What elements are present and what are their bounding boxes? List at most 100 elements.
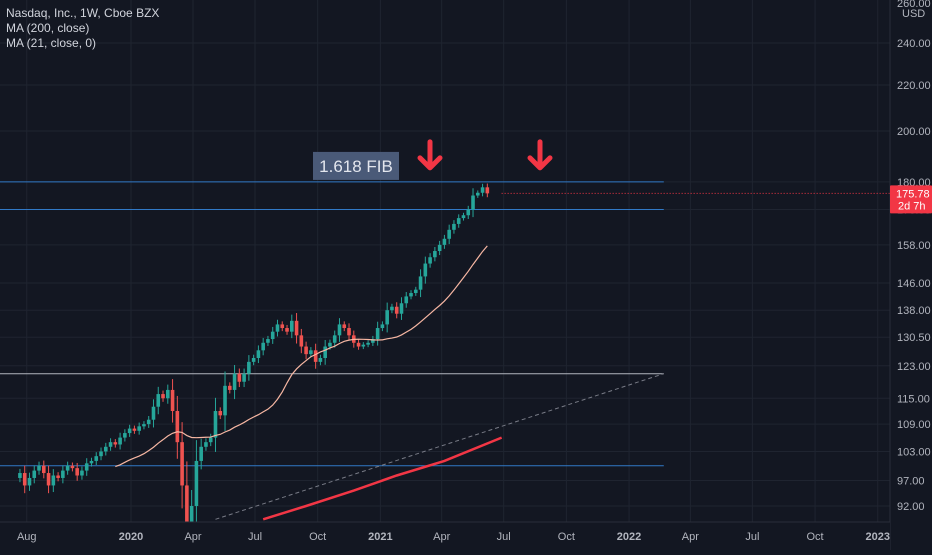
candle <box>132 425 137 434</box>
candle-body <box>347 328 351 336</box>
candle <box>103 442 108 456</box>
candle-body <box>247 361 251 374</box>
legend-ma21[interactable]: MA (21, close, 0) <box>6 36 97 50</box>
time-tick-label: 2022 <box>617 531 641 543</box>
candle <box>480 183 485 197</box>
candle-body <box>75 468 79 476</box>
candle-body <box>108 442 113 447</box>
candle-body <box>204 442 208 447</box>
candle <box>299 328 304 354</box>
time-axis-bg <box>0 522 890 550</box>
candle-body <box>99 451 103 457</box>
price-axis-top-label: 260.00 <box>897 0 931 10</box>
price-tick-label: 109.00 <box>897 419 931 431</box>
candle-body <box>294 320 299 336</box>
candle-body <box>323 346 327 358</box>
candle <box>413 286 418 296</box>
candle-body <box>442 238 447 245</box>
candle <box>108 438 113 451</box>
candle <box>380 321 385 332</box>
candle <box>294 313 299 344</box>
candle <box>461 212 466 221</box>
trend-line <box>215 373 664 520</box>
candle <box>433 247 437 262</box>
candle-body <box>261 342 265 351</box>
legend-symbol[interactable]: Nasdaq, Inc., 1W, Cboe BZX <box>6 6 160 20</box>
candle <box>151 399 156 428</box>
candle-body <box>471 195 475 210</box>
candle <box>46 465 51 494</box>
time-tick-label: Jul <box>497 531 511 543</box>
candle <box>304 341 308 360</box>
candles <box>18 183 490 555</box>
candle-body <box>485 187 490 194</box>
time-tick-label: Jul <box>745 531 759 543</box>
candle-body <box>137 426 141 431</box>
candle <box>323 339 327 365</box>
fib-label: 1.618 FIB <box>319 157 393 176</box>
candle <box>161 390 165 402</box>
candle <box>289 314 294 339</box>
price-tick-label: 130.50 <box>897 332 931 344</box>
down-arrow-icon <box>417 139 443 171</box>
time-tick-label: Jul <box>248 531 262 543</box>
candle <box>84 458 89 476</box>
candle <box>390 303 394 314</box>
candle <box>366 340 370 348</box>
candle-body <box>437 244 442 252</box>
candle <box>442 234 447 249</box>
candle-body <box>361 344 366 347</box>
candle <box>170 379 175 423</box>
candle-body <box>146 419 151 425</box>
candle <box>113 439 118 448</box>
candle-body <box>375 328 380 340</box>
candle-body <box>242 373 246 382</box>
candle-body <box>409 293 413 297</box>
time-tick-label: 2021 <box>368 531 392 543</box>
candle-body <box>151 406 156 420</box>
candle <box>37 461 41 475</box>
candle <box>356 339 361 350</box>
candle <box>165 384 170 404</box>
candle-body <box>32 470 37 478</box>
candle-body <box>390 306 394 311</box>
candle-body <box>22 473 27 486</box>
candle <box>32 465 37 484</box>
candle <box>80 466 84 480</box>
candle <box>199 438 203 470</box>
candle-body <box>218 411 223 416</box>
candle-body <box>232 373 237 390</box>
candle-body <box>342 324 347 329</box>
arrow-head <box>417 155 443 171</box>
candle-body <box>380 324 385 329</box>
candle-body <box>142 424 146 427</box>
candle-body <box>118 437 122 445</box>
candle-body <box>185 485 189 539</box>
candle <box>270 326 275 344</box>
down-arrow-icon <box>527 139 553 171</box>
candle <box>475 190 480 198</box>
candle <box>175 395 180 459</box>
candle-body <box>332 335 337 343</box>
time-tick-label: Aug <box>17 531 37 543</box>
candle-body <box>404 296 409 304</box>
legend-ma200[interactable]: MA (200, close) <box>6 21 90 35</box>
candle-body <box>61 470 65 478</box>
candle-body <box>447 229 451 239</box>
candle-body <box>113 442 118 445</box>
candle <box>371 335 375 346</box>
candle <box>237 368 242 388</box>
candle <box>22 465 27 494</box>
candle-body <box>123 433 127 438</box>
candle-body <box>194 460 199 506</box>
candle-body <box>156 394 161 407</box>
candle-body <box>103 446 108 452</box>
price-tick-label: 158.00 <box>897 240 931 252</box>
candle-body <box>304 346 308 355</box>
price-axis-bg <box>890 0 932 550</box>
candle <box>247 355 251 381</box>
candle-body <box>309 350 313 355</box>
